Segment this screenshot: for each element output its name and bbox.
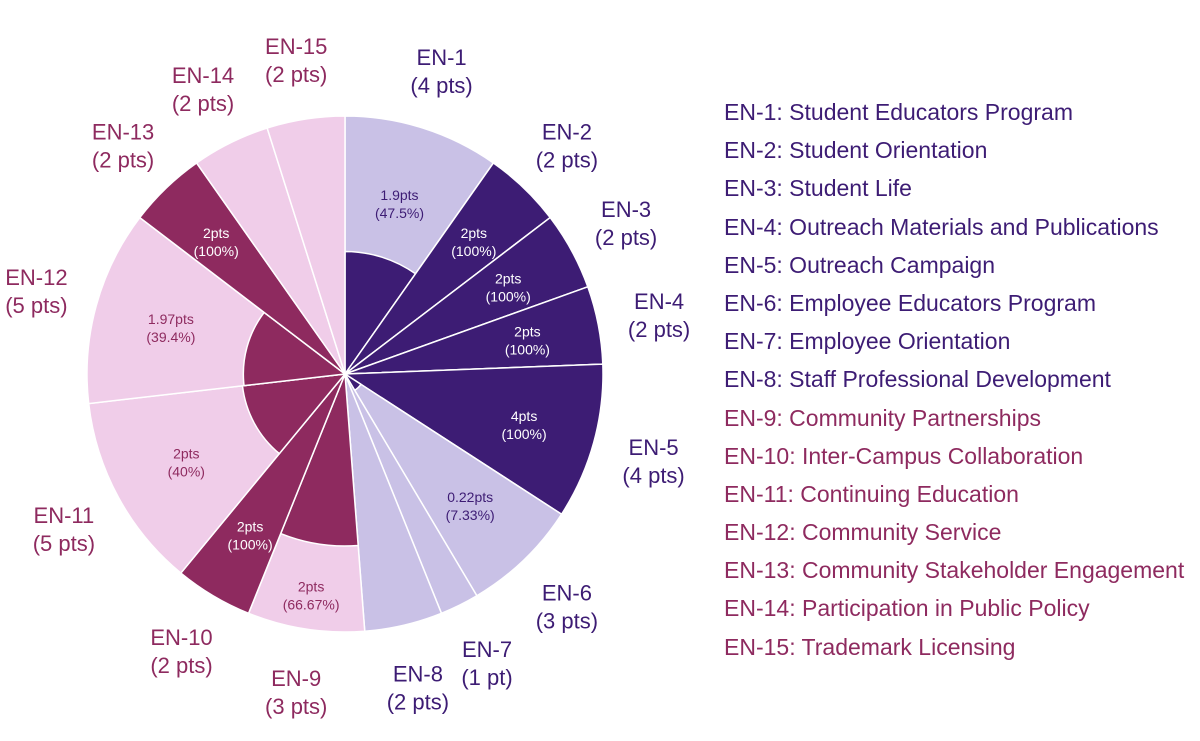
outer-label-en-13: EN-13 (2 pts) (92, 119, 154, 172)
legend-item-en-4: EN-4: Outreach Materials and Publication… (724, 213, 1159, 240)
inner-label-en-4: 2pts (100%) (505, 324, 550, 358)
legend-item-en-1: EN-1: Student Educators Program (724, 99, 1073, 125)
inner-label-en-1: 1.9pts (47.5%) (375, 187, 424, 221)
outer-label-en-7: EN-7 (1 pt) (461, 637, 512, 690)
legend-item-en-5: EN-5: Outreach Campaign (724, 251, 996, 278)
inner-label-en-5: 4pts (100%) (502, 408, 547, 442)
inner-label-en-10: 2pts (100%) (228, 519, 273, 553)
inner-label-en-11: 2pts (40%) (168, 445, 205, 479)
outer-label-en-9: EN-9 (3 pts) (265, 666, 327, 719)
legend-item-en-15: EN-15: Trademark Licensing (724, 633, 1016, 660)
legend: EN-1: Student Educators Program EN-2: Stu… (724, 96, 1184, 669)
inner-label-en-3: 2pts (100%) (486, 270, 531, 304)
outer-label-en-5: EN-5 (4 pts) (622, 435, 684, 488)
inner-label-en-6: 0.22pts (7.33%) (446, 489, 495, 523)
outer-label-en-3: EN-3 (2 pts) (595, 197, 657, 250)
outer-label-en-11: EN-11 (5 pts) (33, 503, 95, 556)
outer-label-en-10: EN-10 (2 pts) (150, 625, 212, 678)
legend-item-en-14: EN-14: Participation in Public Policy (724, 595, 1090, 622)
legend-item-en-11: EN-11: Continuing Education (724, 480, 1019, 507)
outer-label-en-6: EN-6 (3 pts) (536, 581, 598, 634)
slice-en-15-available (266, 115, 346, 375)
outer-label-en-14: EN-14 (2 pts) (172, 63, 234, 116)
slice-en-6-available (344, 373, 563, 597)
inner-label-en-2: 2pts (100%) (451, 225, 496, 259)
outer-label-en-12: EN-12 (5 pts) (5, 265, 67, 318)
outer-label-en-1: EN-1 (4 pts) (410, 45, 472, 98)
slice-en-1-earned (344, 250, 417, 377)
slice-en-5-earned (342, 363, 604, 516)
legend-item-en-7: EN-7: Employee Orientation (724, 328, 1011, 355)
engagement-radial-pie-chart: 1.9pts (47.5%) 2pts (100%) 2pts (100%) 2pts (10… (5, 34, 690, 719)
inner-label-en-12: 1.97pts (39.4%) (146, 311, 195, 345)
inner-value-labels: 1.9pts (47.5%) 2pts (100%) 2pts (100%) 2pts (10… (146, 187, 550, 613)
outer-label-en-2: EN-2 (2 pts) (536, 119, 598, 172)
inner-label-en-13: 2pts (100%) (194, 225, 239, 259)
legend-item-en-10: EN-10: Inter-Campus Collaboration (724, 442, 1084, 469)
legend-item-en-9: EN-9: Community Partnerships (724, 404, 1041, 431)
outer-label-en-8: EN-8 (2 pts) (387, 662, 449, 715)
legend-item-en-13: EN-13: Community Stakeholder Engagement (724, 557, 1185, 584)
pie-slices (86, 115, 604, 633)
slice-en-11-earned (241, 373, 347, 455)
outer-label-en-4: EN-4 (2 pts) (628, 289, 690, 342)
legend-item-en-2: EN-2: Student Orientation (724, 137, 988, 164)
legend-item-en-12: EN-12: Community Service (724, 519, 1002, 546)
legend-item-en-3: EN-3: Student Life (724, 175, 912, 202)
legend-item-en-6: EN-6: Employee Educators Program (724, 289, 1096, 316)
outer-slice-labels: EN-1 (4 pts) EN-2 (2 pts) EN-3 (2 pts) EN-4 (2 … (5, 34, 690, 719)
slice-en-12-earned (242, 311, 347, 387)
inner-label-en-9: 2pts (66.67%) (283, 578, 340, 612)
legend-item-en-8: EN-8: Staff Professional Development (724, 366, 1111, 393)
outer-label-en-15: EN-15 (2 pts) (265, 34, 327, 87)
